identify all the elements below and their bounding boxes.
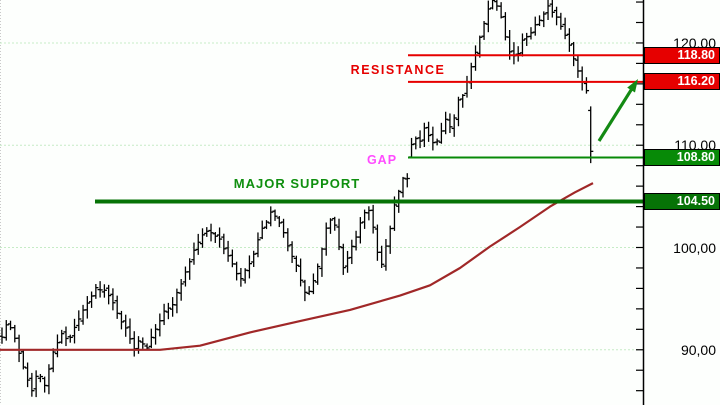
price-level-badge-118.80: 118.80 (644, 46, 720, 64)
breakout-arrow (597, 79, 638, 142)
resistance-label: RESISTANCE (350, 63, 446, 77)
price-level-badge-104.50: 104.50 (644, 192, 720, 210)
major-support-label: MAJOR SUPPORT (233, 176, 361, 191)
grid-lines (0, 42, 643, 351)
y-axis-minor-ticks (636, 1, 643, 392)
y-axis-label-100: 100,00 (673, 239, 716, 256)
price-level-badge-116.20: 116.20 (644, 73, 720, 91)
moving-average-line (0, 182, 594, 351)
gap-label: GAP (366, 153, 398, 167)
price-level-badge-108.80: 108.80 (644, 149, 720, 166)
y-axis-label-90: 90,00 (680, 341, 716, 358)
